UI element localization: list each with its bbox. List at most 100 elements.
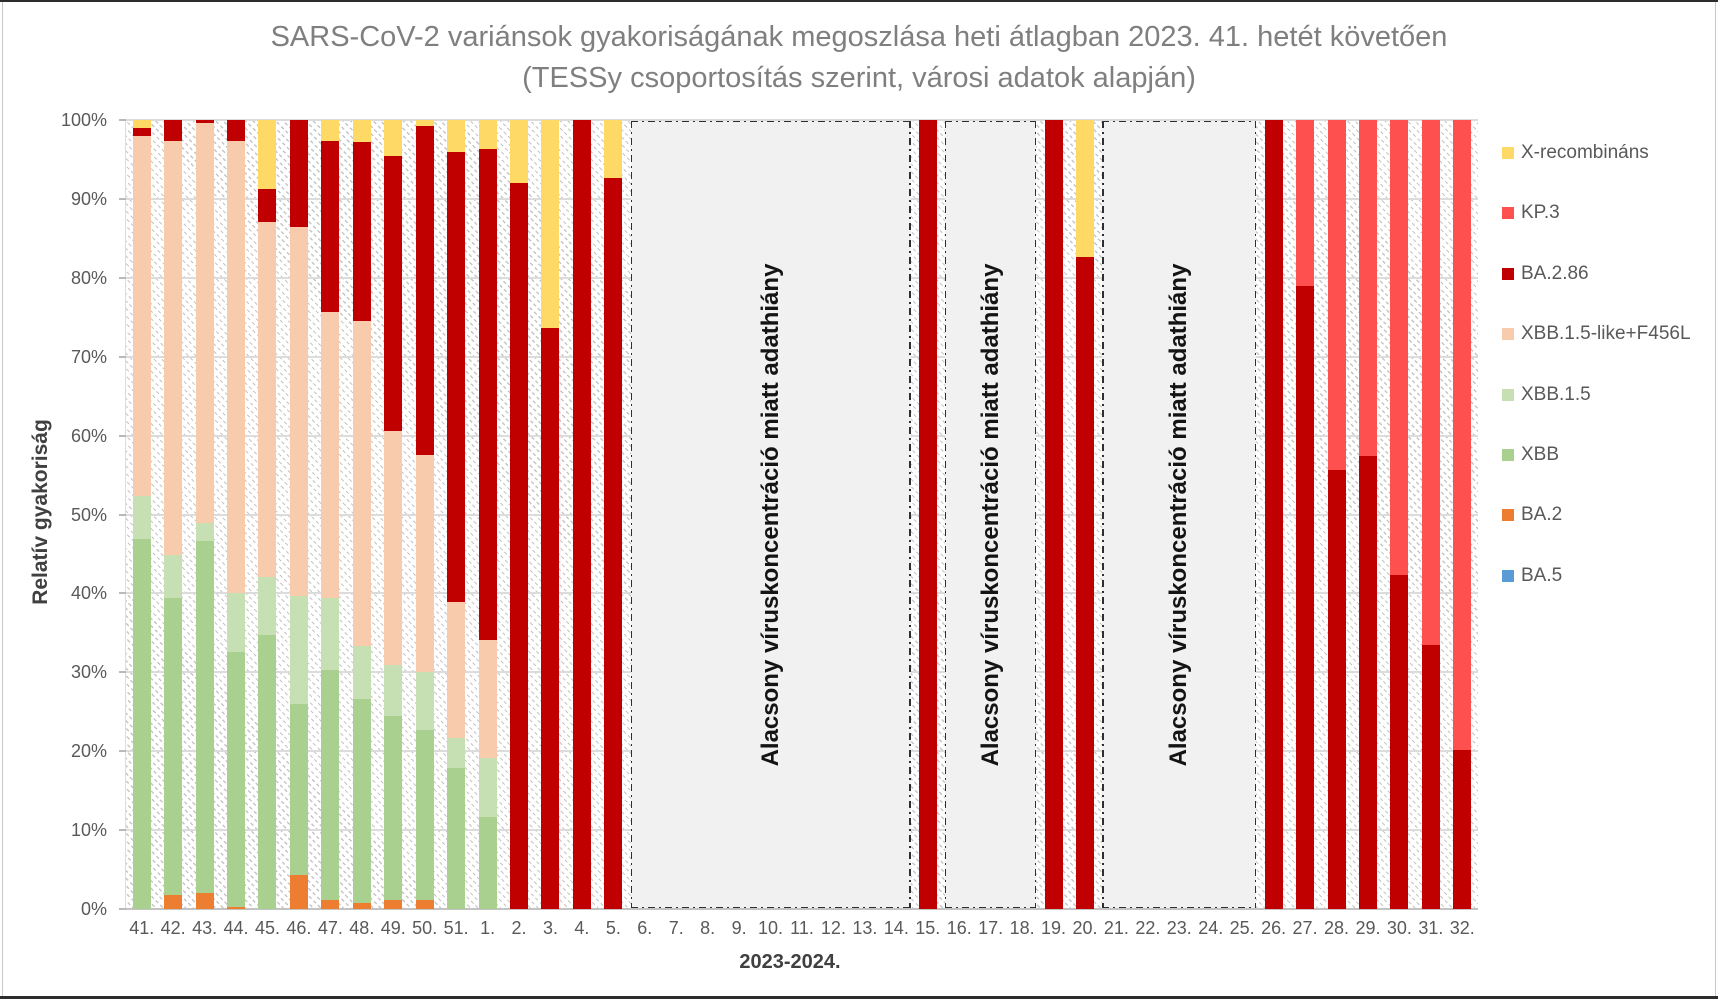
y-tick-label: 10%	[70, 820, 107, 841]
no-data-region-border	[1102, 121, 1257, 123]
bar-segment-XBB.1.5	[289, 595, 308, 704]
y-tick-label: 20%	[70, 741, 107, 762]
bar-segment-X-recombináns	[321, 120, 340, 141]
no-data-label: Alacsony víruskoncentráció miatt adathiá…	[756, 263, 784, 766]
legend-swatch-XBB	[1502, 449, 1514, 461]
bar-segment-BA.2.86	[227, 120, 246, 141]
x-tick-label: 45.	[254, 918, 280, 938]
bar-segment-XBB.1.5-like+F456L	[415, 455, 434, 672]
legend-item-XBB.1.5: XBB.1.5	[1502, 384, 1591, 406]
no-data-region-border	[630, 121, 632, 908]
bar-segment-BA.2.86	[1390, 575, 1409, 909]
x-tick-label: 27.	[1292, 918, 1318, 938]
bar-segment-BA.2.86	[478, 149, 497, 640]
no-data-region-border	[1255, 121, 1257, 908]
bar-segment-X-recombináns	[258, 120, 277, 189]
bar-segment-XBB.1.5	[384, 665, 403, 716]
y-tick-mark	[119, 513, 126, 516]
x-tick-label: 21.	[1103, 918, 1129, 938]
bar-segment-BA.2.86	[258, 188, 277, 222]
bar-segment-XBB.1.5	[415, 671, 434, 730]
x-tick-label: 11.	[790, 918, 814, 938]
bar-segment-BA.2	[164, 894, 183, 909]
bar-week-49	[384, 120, 403, 909]
bar-segment-BA.2.86	[195, 120, 214, 124]
bar-week-42	[164, 120, 183, 909]
bar-segment-BA.2	[384, 899, 403, 909]
x-tick-label: 1.	[480, 918, 496, 938]
bar-segment-KP.3	[1327, 120, 1346, 471]
bar-week-43	[195, 120, 214, 909]
legend-item-X-recombináns: X-recombináns	[1502, 142, 1649, 164]
plot-area: 0% 10% 20% 30% 40% 50% 60% 70% 80% 90% 100% 41. 42. 4…	[61, 111, 1478, 937]
bar-segment-BA.2	[352, 902, 371, 909]
x-tick-label: 47.	[317, 918, 343, 938]
bar-segment-BA.2.86	[321, 140, 340, 312]
bar-segment-KP.3	[1390, 120, 1409, 576]
x-tick-label: 9.	[731, 918, 747, 938]
bar-segment-XBB.1.5-like+F456L	[384, 430, 403, 666]
no-data-region-border	[944, 906, 1037, 908]
bar-week-50	[415, 120, 434, 909]
y-tick-mark	[119, 592, 126, 595]
legend-swatch-KP.3	[1502, 207, 1514, 220]
x-tick-label: 12.	[820, 918, 846, 938]
frame-top-rule	[0, 0, 1718, 2]
bar-segment-BA.2.86	[164, 120, 183, 141]
legend-label: BA.5	[1521, 564, 1563, 586]
x-tick-label: 2.	[511, 918, 527, 938]
bar-segment-XBB.1.5	[227, 593, 246, 652]
bar-segment-BA.2.86	[918, 120, 937, 909]
x-tick-label: 19.	[1041, 918, 1067, 938]
bar-segment-XBB	[352, 699, 371, 903]
x-tick-label: 24.	[1198, 918, 1224, 938]
x-tick-label: 26.	[1261, 918, 1287, 938]
x-tick-label: 29.	[1355, 918, 1381, 938]
bar-segment-X-recombináns	[510, 120, 529, 184]
bar-segment-XBB.1.5	[132, 495, 151, 539]
chart-title: SARS-CoV-2 variánsok gyakoriságának mego…	[0, 17, 1718, 99]
x-tick-label: 25.	[1229, 918, 1255, 938]
bar-segment-BA.2.86	[1264, 120, 1283, 909]
bar-segment-XBB	[415, 729, 434, 901]
x-tick-label: 14.	[883, 918, 909, 938]
x-tick-label: 13.	[852, 918, 878, 938]
bar-segment-KP.3	[1453, 120, 1472, 750]
x-tick-label: 51.	[443, 918, 469, 938]
no-data-region-border	[630, 121, 911, 123]
legend-item-BA.5: BA.5	[1502, 565, 1562, 587]
no-data-region-border	[944, 121, 947, 908]
bar-week-5	[604, 120, 623, 909]
bar-segment-BA.2.86	[510, 183, 529, 909]
bar-segment-XBB.1.5	[195, 523, 214, 542]
y-tick-mark	[119, 908, 126, 910]
bar-week-48	[352, 120, 371, 909]
bar-segment-XBB.1.5-like+F456L	[352, 321, 371, 647]
x-tick-label: 8.	[700, 918, 716, 938]
bar-week-20	[1075, 120, 1094, 909]
x-tick-label: 42.	[160, 918, 186, 938]
x-tick-label: 31.	[1418, 918, 1444, 938]
y-tick-label: 40%	[70, 583, 107, 604]
legend-label: BA.2.86	[1521, 262, 1589, 284]
legend-label: BA.2	[1521, 504, 1563, 526]
x-tick-label: 7.	[668, 918, 684, 938]
y-tick-label: 0%	[80, 899, 107, 919]
bar-segment-BA.2.86	[541, 328, 560, 909]
bar-week-32	[1453, 120, 1472, 909]
no-data-region-border	[1102, 906, 1257, 908]
y-tick-mark	[119, 119, 126, 121]
bar-segment-KP.3	[1421, 120, 1440, 646]
bar-week-15	[918, 120, 937, 909]
x-tick-label: 44.	[223, 918, 249, 938]
bar-segment-XBB.1.5-like+F456L	[478, 639, 497, 759]
bar-segment-BA.2	[227, 906, 246, 909]
x-tick-label: 49.	[380, 918, 406, 938]
legend-label: XBB	[1521, 444, 1560, 465]
bar-segment-XBB.1.5	[447, 737, 466, 768]
bar-segment-XBB	[164, 598, 183, 895]
legend-label: KP.3	[1521, 202, 1560, 224]
x-tick-label: 50.	[412, 918, 438, 938]
bar-segment-XBB.1.5-like+F456L	[164, 140, 183, 555]
x-tick-label: 5.	[605, 918, 621, 938]
